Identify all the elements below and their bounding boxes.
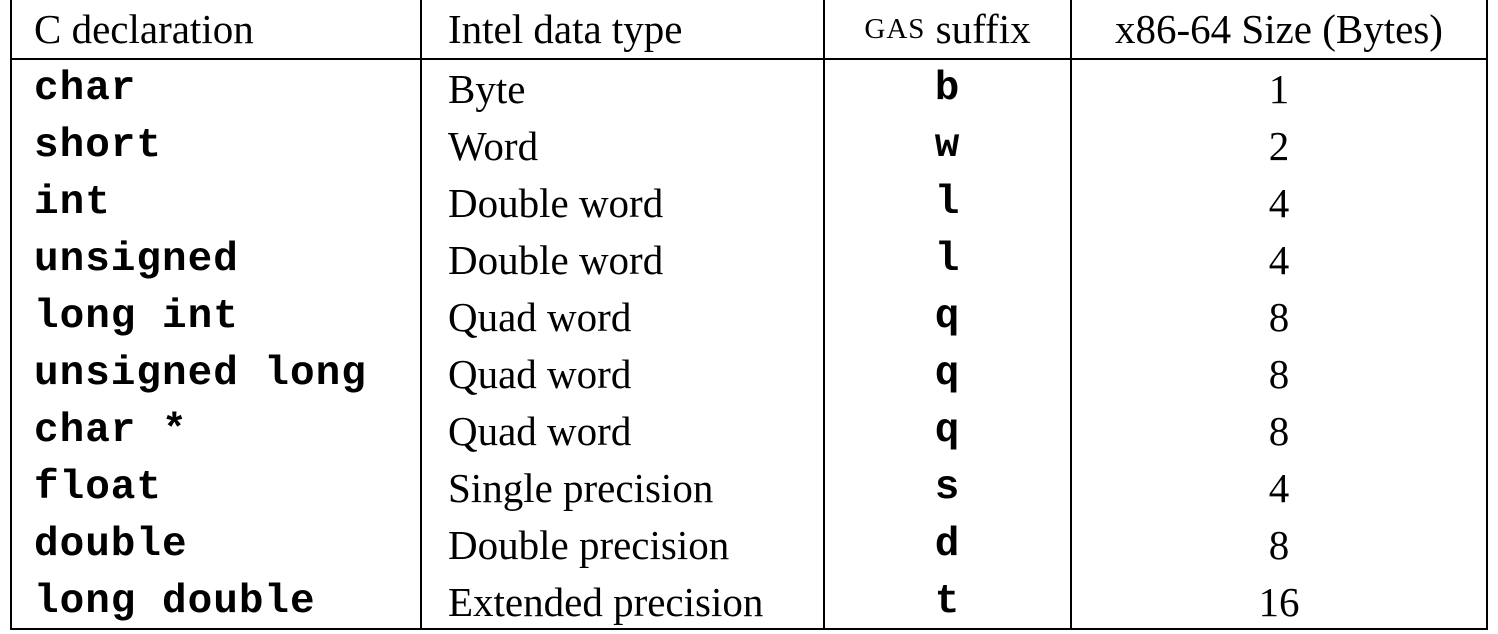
cell-c-declaration: int: [34, 179, 111, 226]
cell-gas-suffix: q: [823, 345, 1070, 402]
cell-size: 1: [1070, 60, 1486, 117]
cell-size: 4: [1070, 231, 1486, 288]
cell-gas-suffix: d: [823, 516, 1070, 573]
cell-size: 16: [1070, 573, 1486, 630]
cell-size: 8: [1070, 402, 1486, 459]
cell-intel-data-type: Byte: [420, 60, 823, 117]
cell-intel-data-type: Double precision: [420, 516, 823, 573]
header-size: x86-64 Size (Bytes): [1070, 0, 1486, 58]
header-row: C declaration Intel data type GAS suffix…: [12, 0, 1486, 60]
cell-gas-suffix: t: [823, 573, 1070, 630]
cell-gas-suffix: q: [823, 402, 1070, 459]
cell-gas-suffix: b: [823, 60, 1070, 117]
table-row: int Double word l 4: [12, 174, 1486, 231]
table-row: unsigned Double word l 4: [12, 231, 1486, 288]
header-c-declaration: C declaration: [34, 6, 254, 52]
cell-gas-suffix: s: [823, 459, 1070, 516]
cell-c-declaration: char *: [34, 407, 188, 454]
cell-intel-data-type: Word: [420, 117, 823, 174]
cell-intel-data-type: Quad word: [420, 288, 823, 345]
table-row: double Double precision d 8: [12, 516, 1486, 573]
cell-size: 8: [1070, 345, 1486, 402]
table-row: long double Extended precision t 16: [12, 573, 1486, 630]
table-row: char Byte b 1: [12, 60, 1486, 117]
cell-c-declaration: unsigned: [34, 236, 239, 283]
data-type-table: C declaration Intel data type GAS suffix…: [10, 0, 1488, 630]
table-row: long int Quad word q 8: [12, 288, 1486, 345]
header-gas-label: GAS: [864, 12, 926, 45]
cell-intel-data-type: Single precision: [420, 459, 823, 516]
cell-c-declaration: long double: [34, 578, 316, 625]
header-gas-suffix: GAS suffix: [823, 0, 1070, 58]
cell-size: 8: [1070, 288, 1486, 345]
table-row: unsigned long Quad word q 8: [12, 345, 1486, 402]
cell-c-declaration: char: [34, 65, 137, 112]
table-row: float Single precision s 4: [12, 459, 1486, 516]
cell-intel-data-type: Double word: [420, 231, 823, 288]
cell-size: 4: [1070, 459, 1486, 516]
cell-c-declaration: float: [34, 464, 163, 511]
cell-size: 4: [1070, 174, 1486, 231]
cell-intel-data-type: Quad word: [420, 402, 823, 459]
cell-intel-data-type: Quad word: [420, 345, 823, 402]
cell-gas-suffix: l: [823, 231, 1070, 288]
cell-gas-suffix: l: [823, 174, 1070, 231]
cell-gas-suffix: q: [823, 288, 1070, 345]
cell-intel-data-type: Double word: [420, 174, 823, 231]
cell-size: 8: [1070, 516, 1486, 573]
cell-c-declaration: double: [34, 521, 188, 568]
header-suffix-label: suffix: [925, 6, 1031, 52]
cell-c-declaration: long int: [34, 293, 239, 340]
cell-size: 2: [1070, 117, 1486, 174]
table-row: char * Quad word q 8: [12, 402, 1486, 459]
table-row: short Word w 2: [12, 117, 1486, 174]
cell-intel-data-type: Extended precision: [420, 573, 823, 630]
cell-c-declaration: short: [34, 122, 163, 169]
header-intel-data-type: Intel data type: [420, 0, 823, 58]
cell-gas-suffix: w: [823, 117, 1070, 174]
cell-c-declaration: unsigned long: [34, 350, 367, 397]
